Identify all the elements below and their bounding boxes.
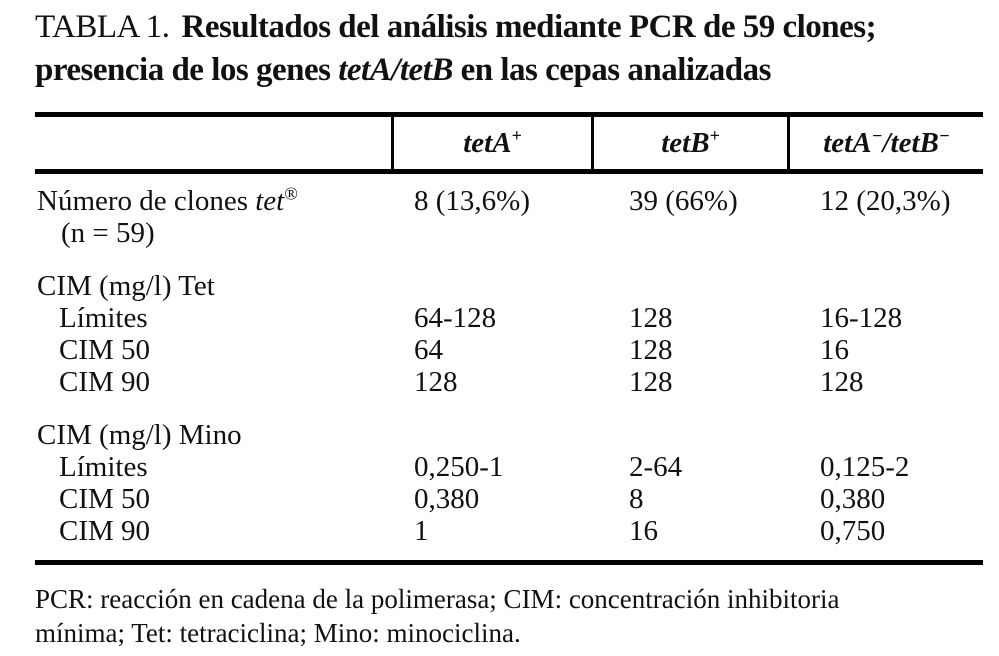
clones-label-n: (n = 59) — [61, 217, 155, 249]
header-gene: tetA — [463, 126, 512, 159]
header-sup: + — [709, 124, 720, 145]
cell-value: 16-128 — [820, 302, 903, 334]
footnote-line: mínima; Tet: tetraciclina; Mino: minocic… — [35, 618, 521, 648]
cell-value: 16 — [629, 515, 658, 547]
section-title: CIM (mg/l) Mino — [37, 419, 242, 451]
row-label: Límites — [59, 302, 148, 334]
cell-value: 8 — [629, 483, 644, 515]
header-gene: /tetB — [882, 126, 939, 159]
table-footnote: PCR: reacción en cadena de la polimerasa… — [35, 582, 985, 650]
cell-value: 128 — [629, 334, 673, 366]
caption-line1: Resultados del análisis mediante PCR de … — [181, 9, 877, 45]
cell-value: 0,125-2 — [820, 451, 910, 483]
table-row: CIM 90 128 128 128 — [35, 366, 983, 398]
cell-value: 128 — [820, 366, 864, 398]
clones-label-sup: ® — [284, 183, 298, 204]
cell-value: 0,750 — [820, 515, 886, 547]
header-cell-empty — [35, 117, 391, 169]
header-sup: − — [871, 124, 883, 145]
cell-value: 64-128 — [414, 302, 497, 334]
row-label: Límites — [59, 451, 148, 483]
cell-empty — [391, 419, 591, 451]
table-row: Límites 64-128 128 16-128 — [35, 302, 983, 334]
cell-value: 128 — [629, 302, 673, 334]
table-body: Número de clones tet® (n = 59) 8 (13,6%)… — [35, 174, 983, 560]
header-cell-tetA-pos: tetA+ — [391, 117, 591, 169]
cell-value: 12 (20,3%) — [820, 185, 951, 217]
cell-empty — [787, 270, 983, 302]
caption-line2-post: en las cepas analizadas — [452, 52, 772, 88]
table-caption: TABLA 1. Resultados del análisis mediante… — [35, 6, 975, 92]
row-label-clones: Número de clones tet® (n = 59) — [35, 183, 391, 249]
cell-value: 1 — [414, 515, 429, 547]
cell-empty — [787, 419, 983, 451]
cell-value: 39 (66%) — [629, 185, 738, 217]
header-sup: − — [938, 124, 950, 145]
section-title: CIM (mg/l) Tet — [37, 270, 215, 302]
cell-value: 0,380 — [820, 483, 886, 515]
header-cell-tetA-neg-tetB-neg: tetA−/tetB− — [787, 117, 983, 169]
row-label: CIM 50 — [59, 334, 151, 366]
table-row: CIM 50 0,380 8 0,380 — [35, 483, 983, 515]
cell-value: 0,250-1 — [414, 451, 504, 483]
section-header-cim-mino: CIM (mg/l) Mino — [35, 419, 983, 451]
cell-value: 16 — [820, 334, 849, 366]
cell-value: 128 — [629, 366, 673, 398]
header-gene: tetB — [661, 126, 710, 159]
caption-line2-pre: presencia de los genes — [35, 52, 339, 88]
row-label: CIM 50 — [59, 483, 151, 515]
row-label: CIM 90 — [59, 515, 151, 547]
cell-empty — [591, 270, 787, 302]
caption-gene-names: tetA/tetB — [338, 52, 453, 88]
row-label: CIM 90 — [59, 366, 151, 398]
cell-empty — [391, 270, 591, 302]
cell-value: 0,380 — [414, 483, 480, 515]
table-row: Límites 0,250-1 2-64 0,125-2 — [35, 451, 983, 483]
table-number-label: TABLA 1. — [35, 9, 170, 45]
results-table: tetA+ tetB+ tetA−/tetB− Número de clones… — [35, 112, 983, 565]
footnote-line: PCR: reacción en cadena de la polimerasa… — [35, 584, 840, 614]
table-row: CIM 50 64 128 16 — [35, 334, 983, 366]
header-cell-tetB-pos: tetB+ — [591, 117, 787, 169]
clones-label-gene: tet — [255, 185, 285, 217]
header-gene: tetA — [823, 126, 872, 159]
cell-value: 8 (13,6%) — [414, 185, 530, 217]
clones-label-text: Número de clones — [37, 185, 256, 217]
section-header-cim-tet: CIM (mg/l) Tet — [35, 270, 983, 302]
cell-value: 2-64 — [629, 451, 683, 483]
table-row: CIM 90 1 16 0,750 — [35, 515, 983, 547]
cell-empty — [591, 419, 787, 451]
table-row-clones: Número de clones tet® (n = 59) 8 (13,6%)… — [35, 183, 983, 249]
cell-value: 64 — [414, 334, 443, 366]
cell-value: 128 — [414, 366, 458, 398]
table-header-row: tetA+ tetB+ tetA−/tetB− — [35, 112, 983, 174]
header-sup: + — [511, 124, 522, 145]
